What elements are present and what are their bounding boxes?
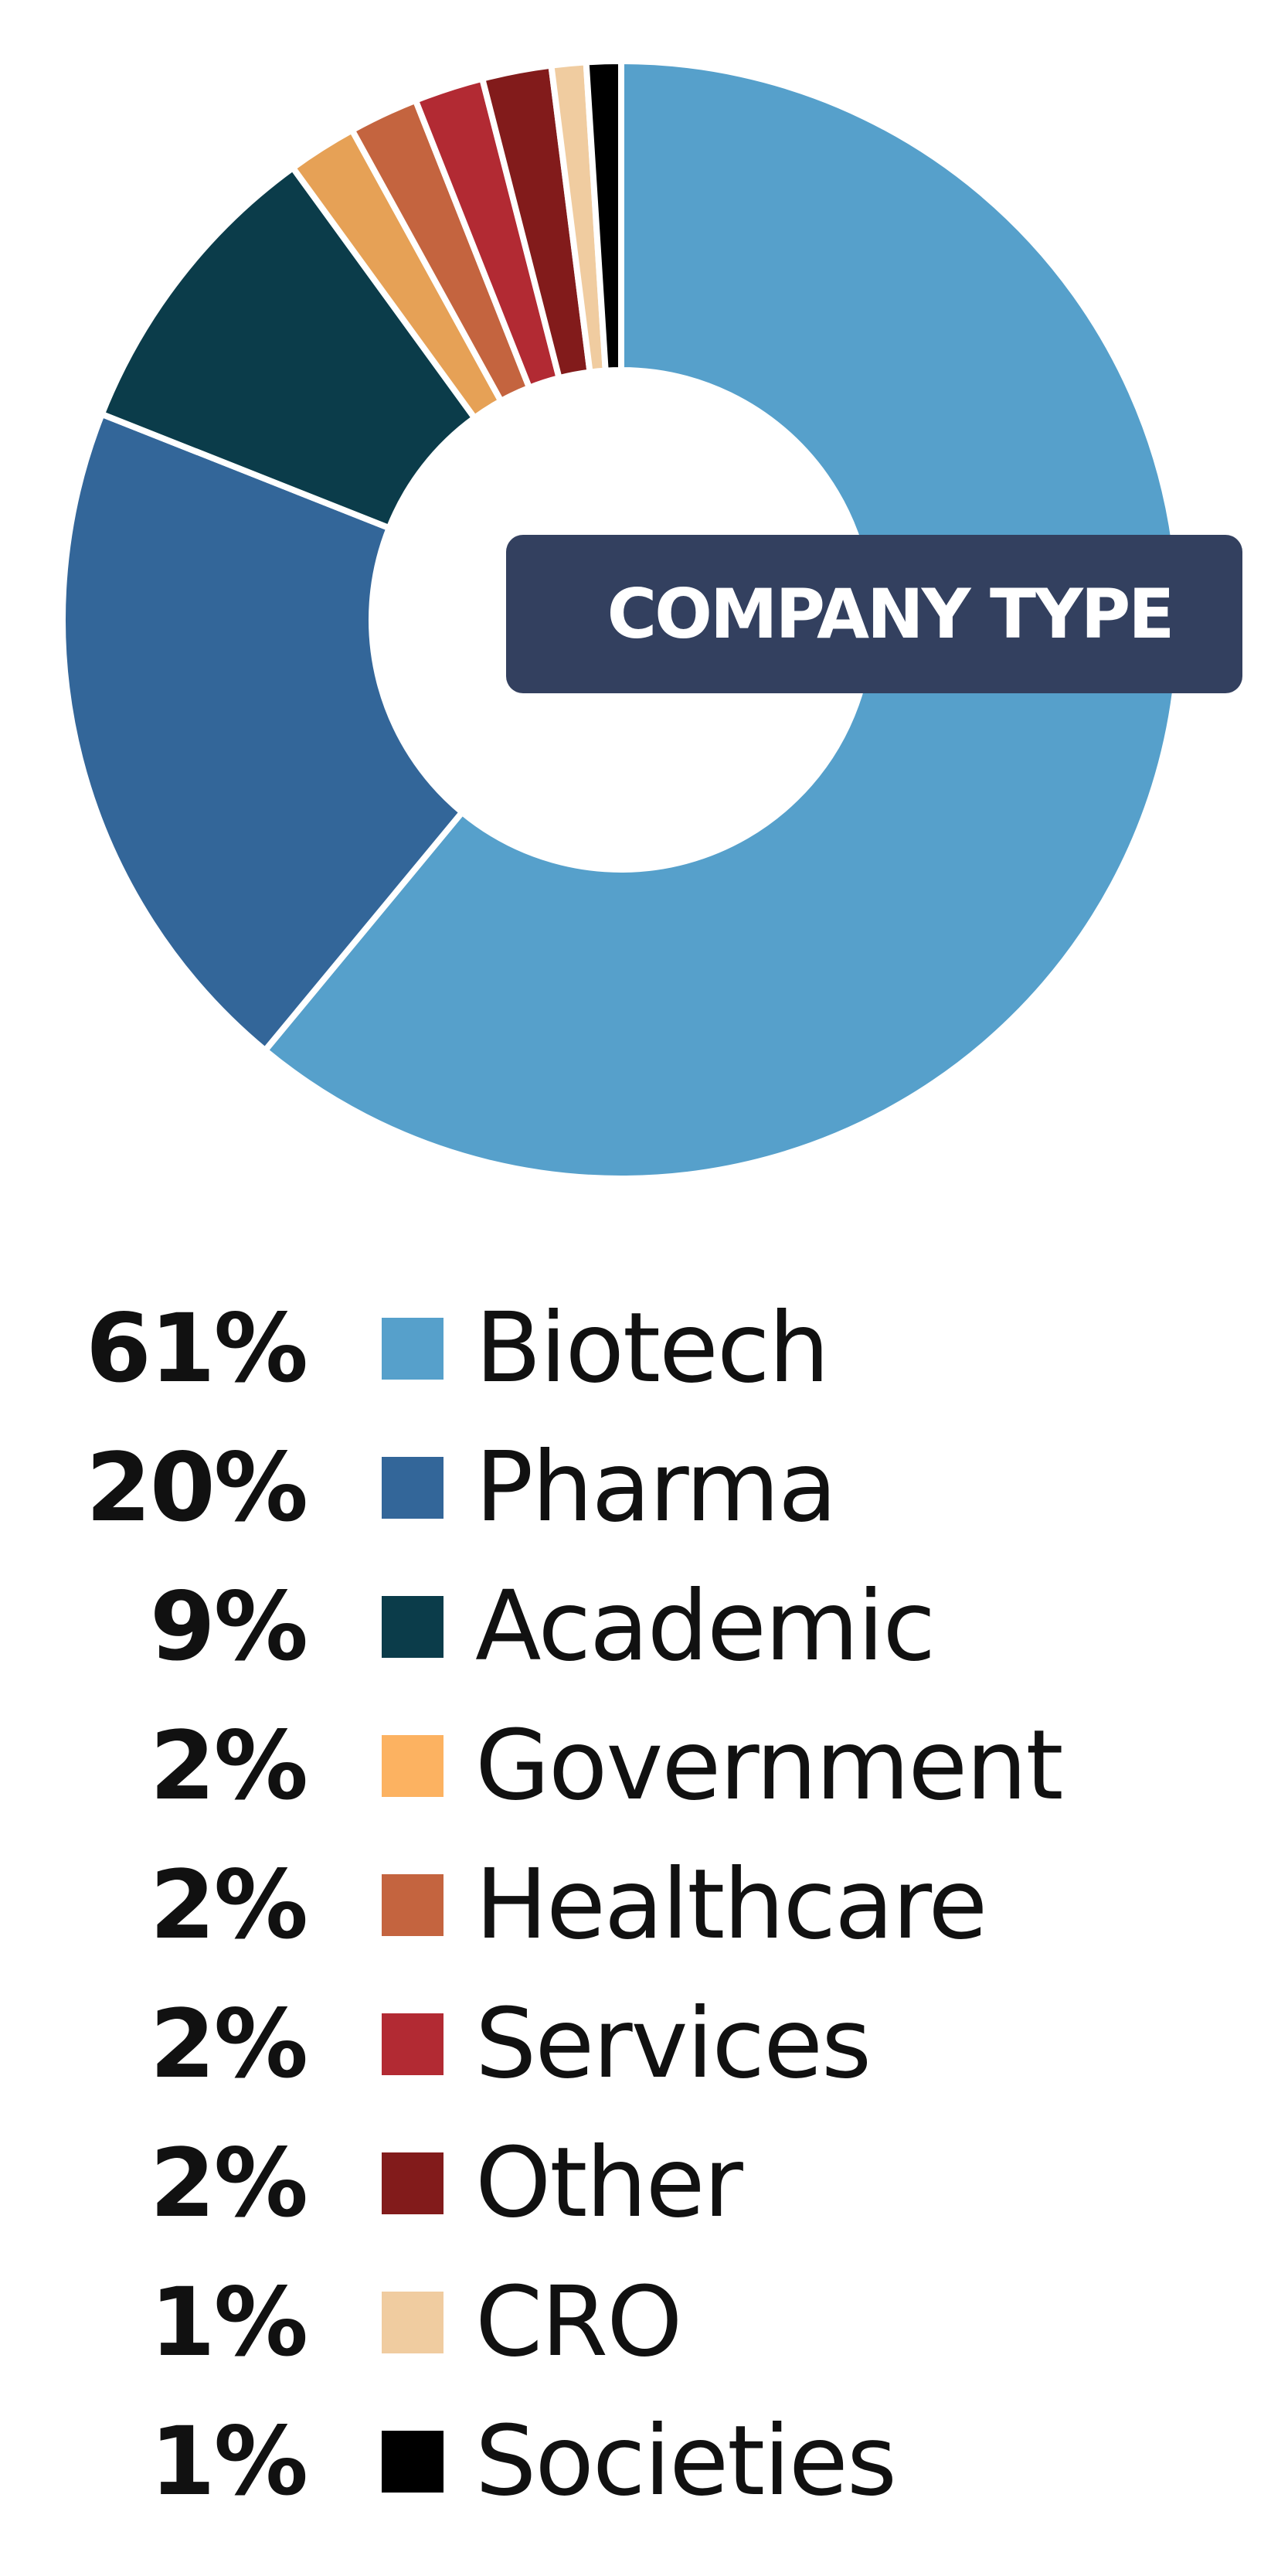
legend-label: Other [475,2127,743,2239]
donut-chart [59,58,1180,1179]
legend-item-government: 2% Government [0,1696,1288,1836]
legend-item-cro: 1% CRO [0,2253,1288,2392]
legend-value: 61% [85,1294,308,1404]
legend-swatch [382,2152,443,2214]
legend-item-services: 2% Services [0,1975,1288,2114]
legend-value: 9% [149,1572,308,1682]
legend-value: 2% [149,1989,308,2099]
legend-swatch [382,2013,443,2075]
legend-value: 2% [149,2129,308,2238]
legend-item-other: 2% Other [0,2114,1288,2253]
legend-label: CRO [475,2266,683,2378]
legend-item-societies: 1% Societies [0,2392,1288,2531]
legend-value: 2% [149,1850,308,1960]
legend-value: 2% [149,1711,308,1821]
legend-swatch [382,1457,443,1519]
legend-swatch [382,1735,443,1797]
legend-value: 1% [149,2268,308,2377]
chart-title: COMPANY TYPE [506,535,1242,693]
slice-pharma [59,410,466,1054]
legend-swatch [382,1874,443,1936]
slice-societies [583,58,624,374]
legend-value: 1% [149,2407,308,2516]
legend-label: Pharma [475,1431,838,1543]
legend-swatch [382,2431,443,2493]
legend-item-healthcare: 2% Healthcare [0,1836,1288,1975]
legend-swatch [382,1318,443,1380]
legend-label: Services [475,1988,872,2100]
legend-label: Academic [475,1570,936,1683]
legend-label: Biotech [475,1292,830,1404]
legend-value: 20% [85,1433,308,1543]
slice-academic [98,165,478,532]
legend-label: Government [475,1710,1064,1822]
legend-item-biotech: 61% Biotech [0,1279,1288,1418]
legend-swatch [382,1596,443,1658]
legend-item-academic: 9% Academic [0,1557,1288,1696]
legend-label: Societies [475,2405,897,2517]
legend-swatch [382,2292,443,2353]
legend-item-pharma: 20% Pharma [0,1418,1288,1557]
legend: 61% Biotech 20% Pharma 9% Academic 2% Governmen… [0,1279,1288,2531]
legend-label: Healthcare [475,1849,987,1961]
